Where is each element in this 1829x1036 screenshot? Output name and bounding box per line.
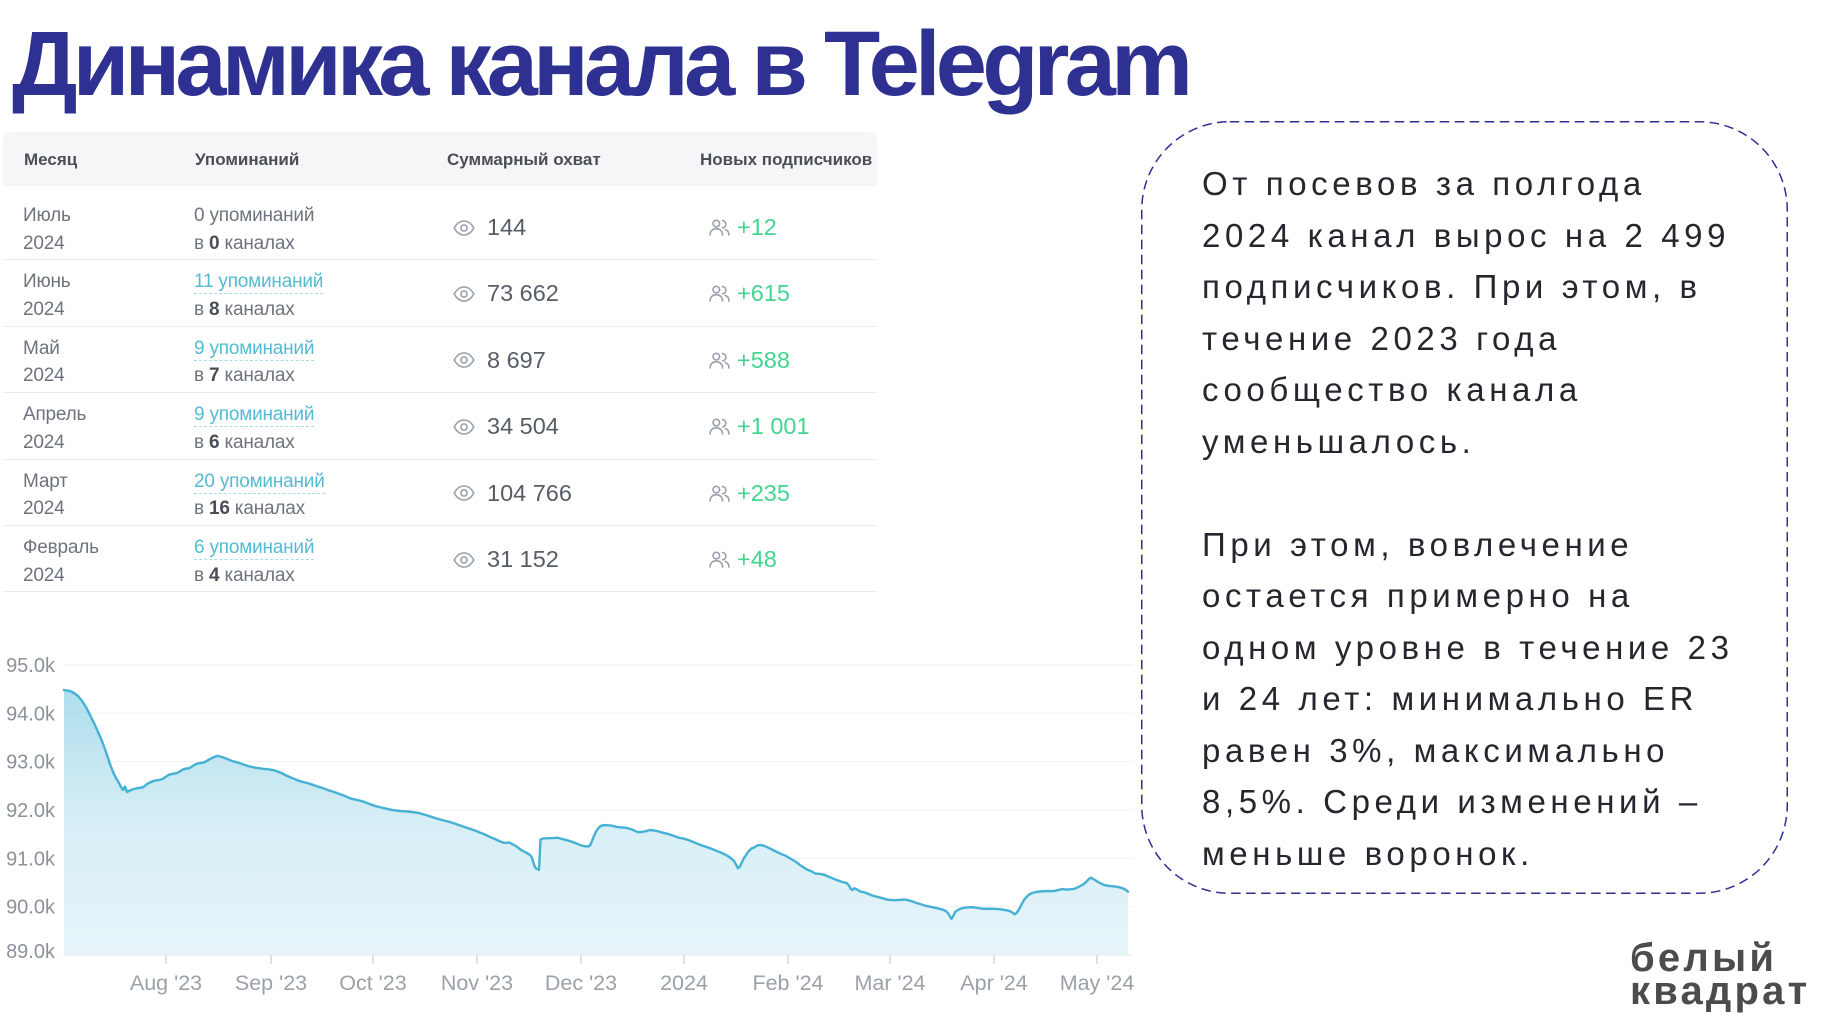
svg-text:2024: 2024: [660, 971, 708, 995]
svg-text:90.0k: 90.0k: [6, 897, 56, 919]
svg-text:93.0k: 93.0k: [6, 752, 56, 774]
svg-text:Dec '23: Dec '23: [545, 971, 617, 995]
svg-text:Feb '24: Feb '24: [752, 971, 823, 995]
svg-text:Mar '24: Mar '24: [854, 971, 925, 995]
svg-text:94.0k: 94.0k: [6, 703, 56, 725]
svg-text:Nov '23: Nov '23: [441, 971, 513, 995]
svg-text:Apr '24: Apr '24: [960, 971, 1027, 995]
svg-text:92.0k: 92.0k: [6, 800, 56, 822]
svg-text:Sep '23: Sep '23: [235, 971, 307, 995]
svg-text:95.0k: 95.0k: [6, 655, 56, 677]
svg-text:89.0k: 89.0k: [6, 941, 56, 963]
svg-text:May '24: May '24: [1060, 971, 1135, 995]
svg-text:91.0k: 91.0k: [6, 848, 56, 870]
svg-text:Aug '23: Aug '23: [130, 971, 202, 995]
svg-text:Oct '23: Oct '23: [339, 971, 406, 995]
